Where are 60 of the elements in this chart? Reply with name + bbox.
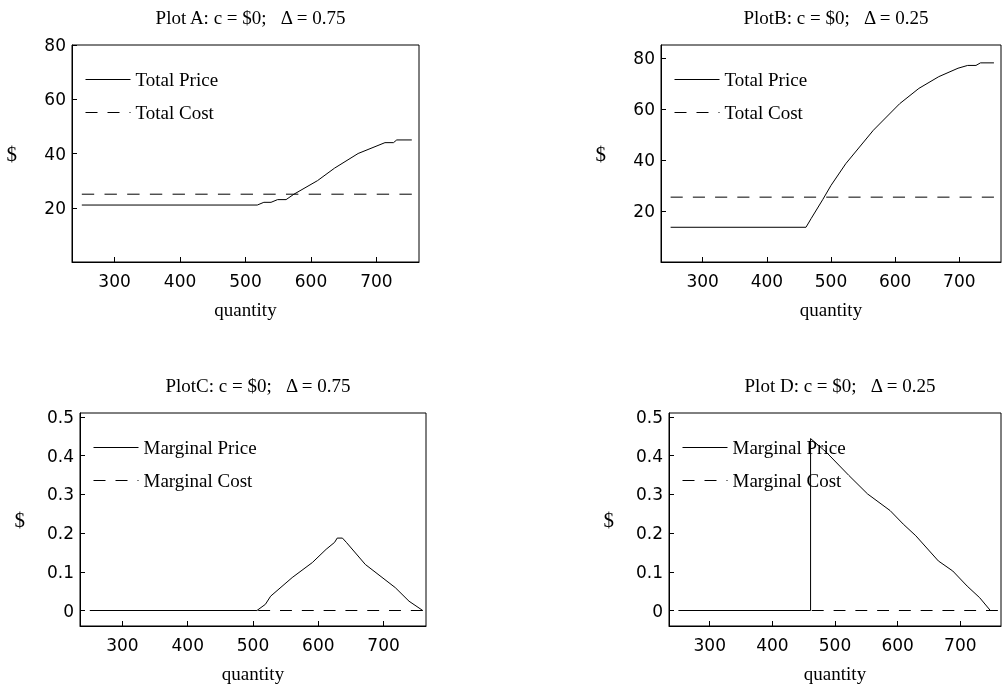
y-tick-label: 60: [633, 98, 655, 119]
x-tick-label: 700: [360, 270, 393, 291]
x-tick-label: 600: [878, 270, 912, 291]
x-tick-label: 600: [302, 634, 335, 655]
y-axis-title: $: [603, 507, 614, 532]
x-tick-label: 600: [881, 634, 914, 655]
x-tick-label: 400: [171, 634, 204, 655]
y-tick-label: 80: [633, 47, 655, 68]
x-tick-label: 300: [693, 634, 726, 655]
y-tick-label: 0.1: [46, 561, 74, 582]
y-tick-label: 20: [44, 197, 66, 218]
x-tick-label: 700: [943, 270, 976, 291]
legend-label: Marginal Price: [143, 437, 257, 458]
legend-label: Total Cost: [724, 102, 804, 123]
x-axis-title: quantity: [221, 663, 285, 684]
chart-title: Plot A: c = $0; Δ = 0.75: [155, 7, 346, 28]
y-axis-title: $: [595, 141, 606, 166]
y-tick-label: 40: [633, 149, 655, 170]
y-tick-label: 20: [633, 200, 655, 221]
x-tick-label: 700: [367, 634, 400, 655]
legend-label: Marginal Cost: [143, 470, 254, 491]
y-tick-label: 0.5: [635, 406, 663, 427]
chart-title: Plot D: c = $0; Δ = 0.25: [744, 375, 936, 396]
y-tick-label: 60: [44, 89, 66, 110]
x-tick-label: 600: [294, 270, 328, 291]
x-axis-title: quantity: [214, 299, 278, 320]
y-tick-label: 40: [44, 143, 66, 164]
line-series: [81, 139, 413, 206]
x-tick-label: 400: [750, 270, 784, 291]
y-tick-label: 0: [652, 600, 663, 621]
y-tick-label: 80: [44, 35, 66, 55]
y-tick-label: 0.2: [46, 523, 74, 544]
y-tick-label: 0.4: [46, 445, 74, 466]
x-tick-label: 700: [944, 634, 977, 655]
x-tick-label: 500: [814, 270, 848, 291]
y-axis-title: $: [14, 507, 25, 532]
line-series: [670, 62, 995, 228]
x-tick-label: 500: [818, 634, 852, 655]
x-tick-label: 500: [236, 634, 270, 655]
x-tick-label: 500: [229, 270, 262, 291]
x-tick-label: 300: [686, 270, 719, 291]
y-axis-title: $: [6, 141, 17, 166]
y-tick-label: 0.3: [46, 484, 74, 505]
legend-label: Total Price: [135, 69, 219, 90]
legend-label: Total Price: [724, 69, 808, 90]
x-tick-label: 300: [98, 270, 131, 291]
y-tick-label: 0: [63, 600, 74, 621]
x-axis-title: quantity: [803, 663, 867, 684]
y-tick-label: 0.3: [635, 484, 663, 505]
x-tick-label: 400: [756, 634, 789, 655]
x-tick-label: 300: [106, 634, 139, 655]
x-axis-title: quantity: [799, 299, 863, 320]
y-tick-label: 0.1: [635, 561, 663, 582]
chart-title: PlotC: c = $0; Δ = 0.75: [165, 375, 351, 396]
x-tick-label: 400: [163, 270, 197, 291]
legend-label: Total Cost: [135, 102, 215, 123]
y-tick-label: 0.4: [635, 445, 663, 466]
y-tick-label: 0.5: [46, 406, 74, 427]
chart-title: PlotB: c = $0; Δ = 0.25: [743, 7, 929, 28]
y-tick-label: 0.2: [635, 523, 663, 544]
